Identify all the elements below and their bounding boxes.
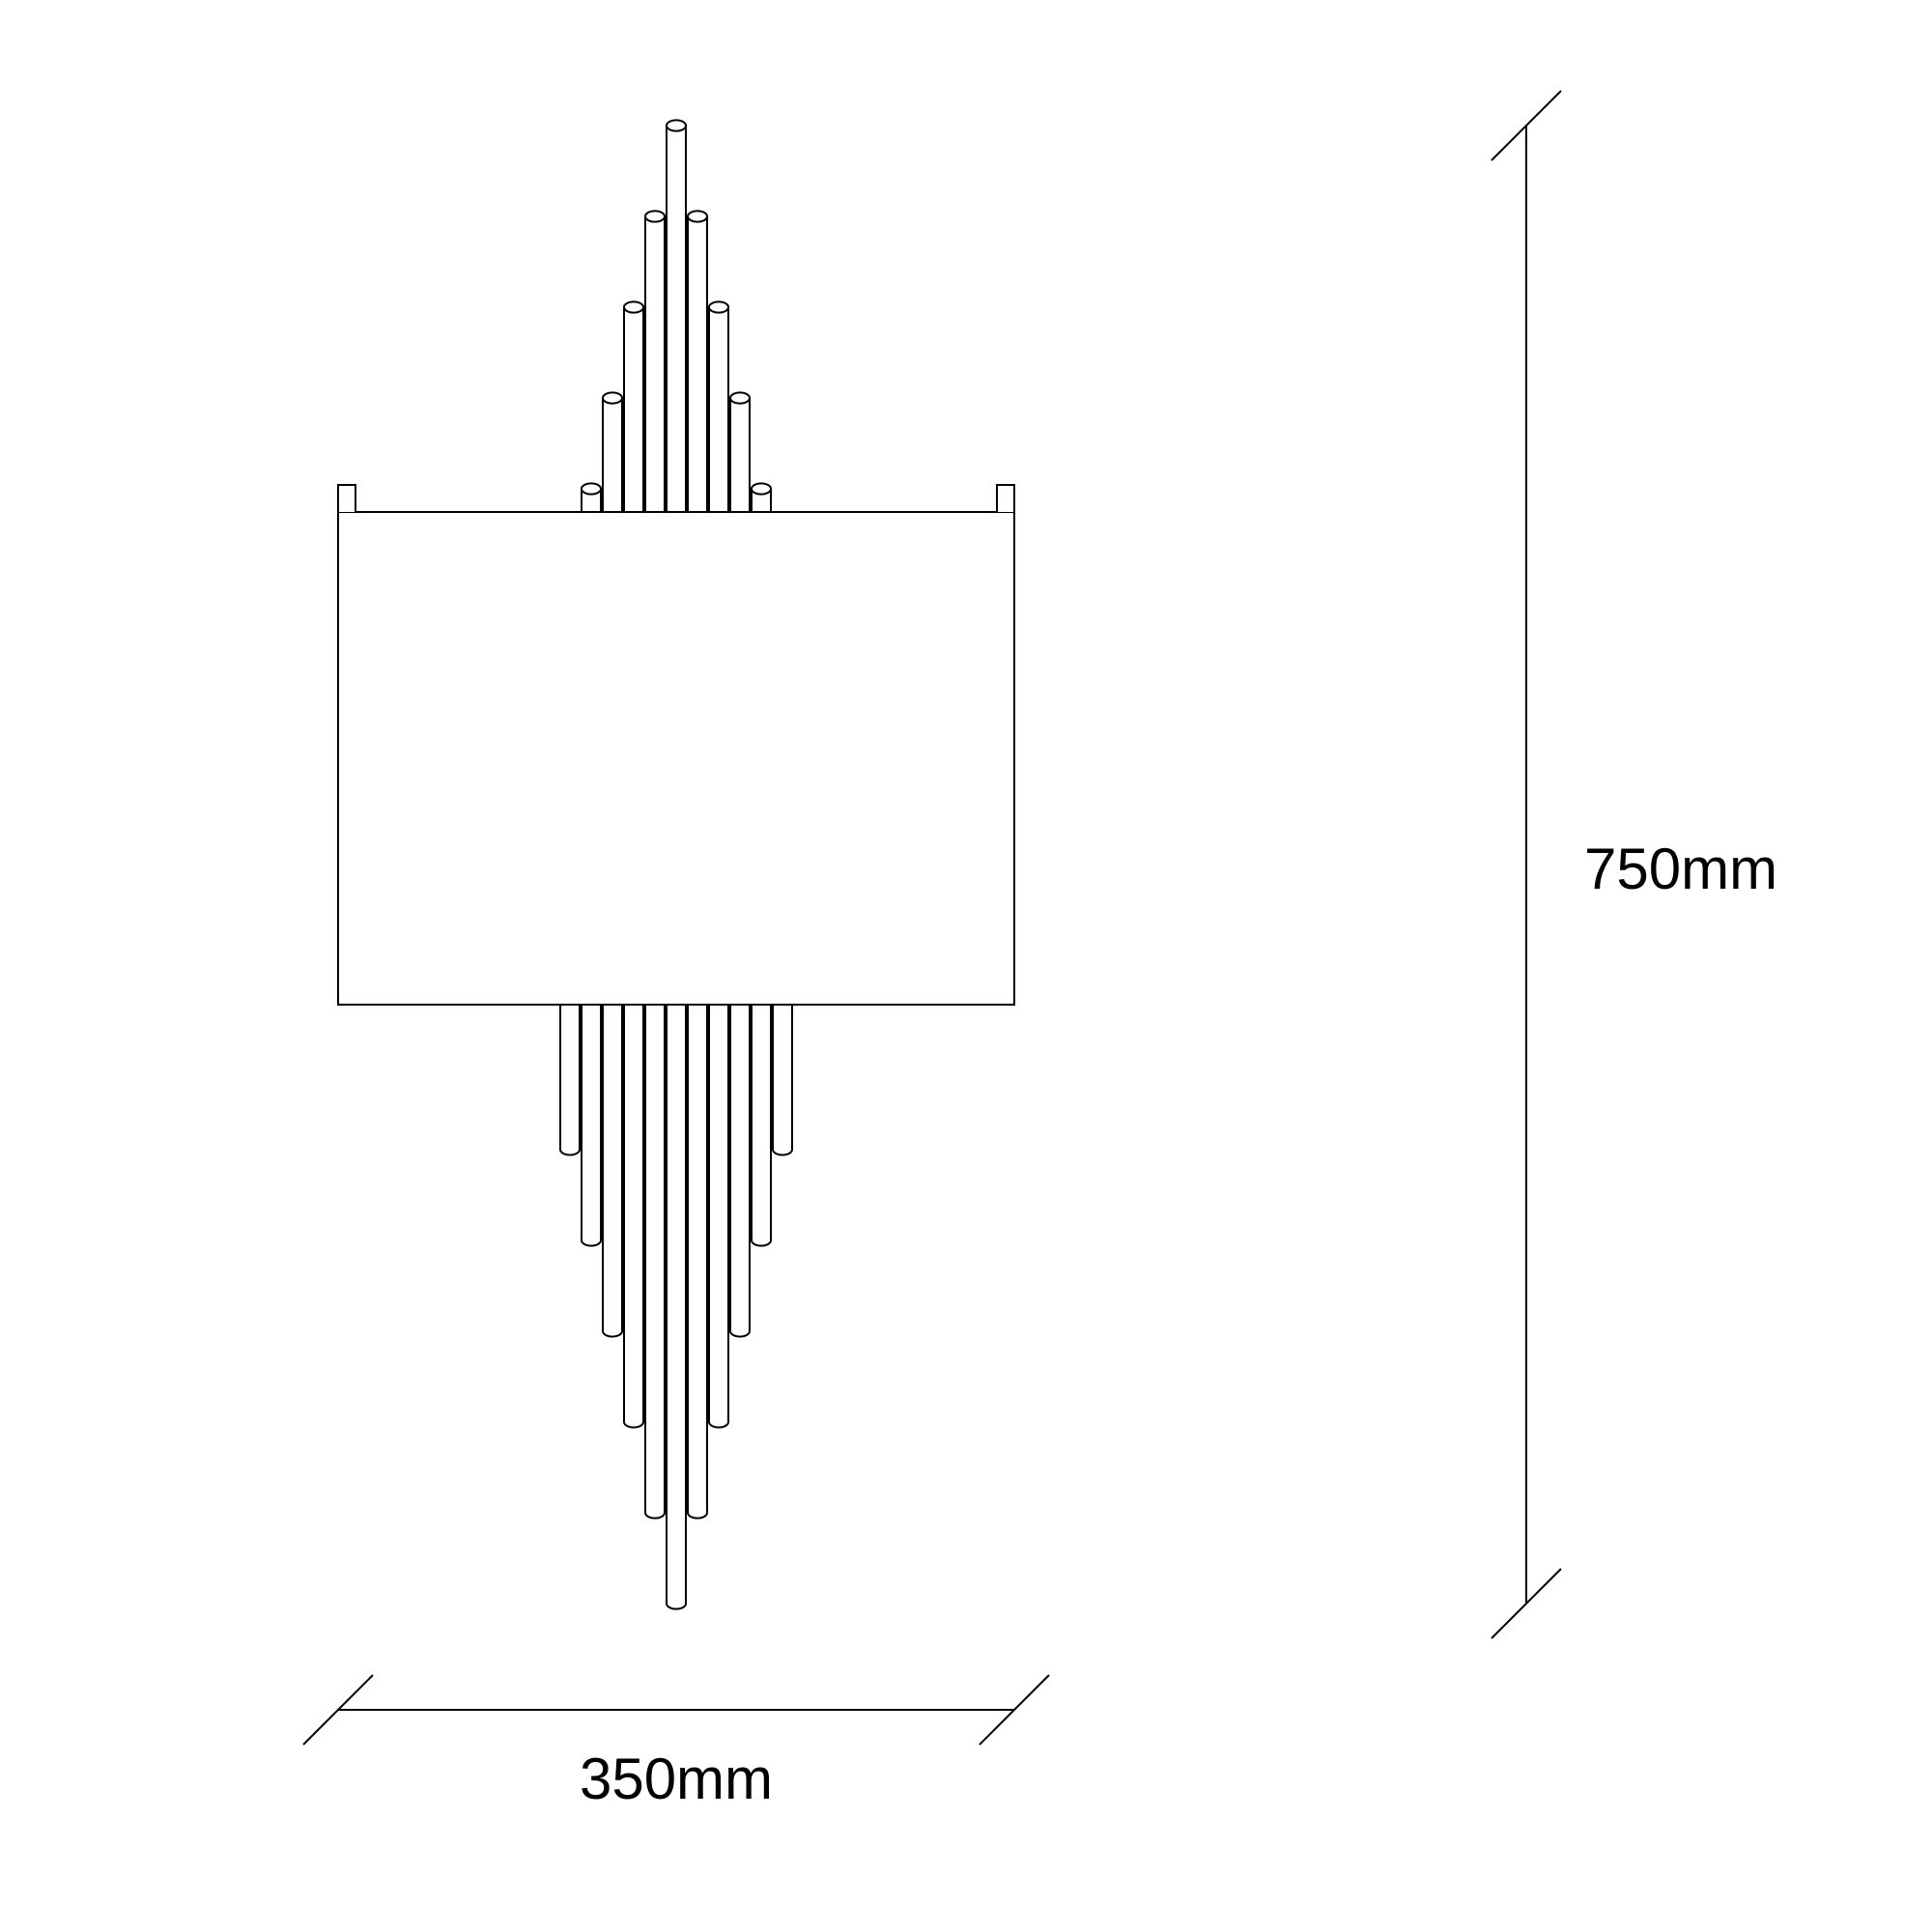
rod	[560, 1005, 580, 1155]
rod	[752, 1005, 771, 1246]
shade	[338, 485, 1014, 1005]
rod	[667, 1005, 686, 1609]
rod	[709, 1005, 728, 1428]
rod	[603, 392, 622, 512]
rod	[730, 1005, 750, 1337]
rod	[645, 211, 665, 512]
dimension-height: 750mm	[1492, 91, 1777, 1638]
rod	[773, 1005, 792, 1155]
rod	[730, 392, 750, 512]
dimension-width: 350mm	[303, 1675, 1049, 1811]
rod	[752, 483, 771, 512]
rod	[688, 211, 707, 512]
rod	[582, 483, 601, 512]
rod	[688, 1005, 707, 1519]
rod	[645, 1005, 665, 1519]
rod	[624, 1005, 643, 1428]
rod	[603, 1005, 622, 1337]
rod	[582, 1005, 601, 1246]
rod	[709, 301, 728, 512]
technical-drawing: 750mm 350mm	[0, 0, 1932, 1932]
dimension-height-label: 750mm	[1584, 837, 1777, 901]
rod	[624, 301, 643, 512]
rod	[667, 120, 686, 512]
dimension-width-label: 350mm	[580, 1747, 773, 1811]
